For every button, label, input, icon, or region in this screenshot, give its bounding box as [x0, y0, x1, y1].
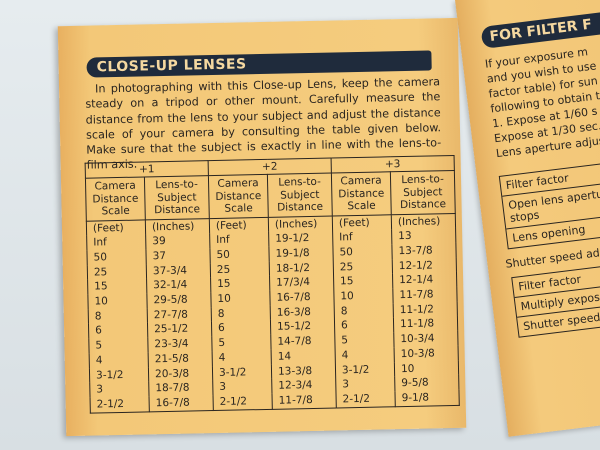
camera-scale-cell: 4 [212, 349, 272, 366]
distance-cell: 17/3/4 [269, 274, 334, 291]
distance-cell: 13-7/8 [391, 242, 457, 259]
lens-to-subject-header: Lens-to-Subject Distance [390, 170, 456, 215]
distance-cell: 18-7/8 [148, 380, 213, 397]
lens-to-subject-header: Lens-to-Subject Distance [267, 173, 333, 217]
lens-to-subject-header: Lens-to-Subject Distance [144, 175, 210, 220]
camera-scale-header: Camera Distance Scale [208, 174, 269, 219]
unit-feet: (Feet) [209, 216, 269, 234]
distance-cell: 27-7/8 [147, 306, 212, 323]
distance-cell: 11-7/8 [392, 286, 458, 303]
camera-scale-cell: 10 [210, 290, 271, 307]
distance-cell: 32-1/4 [146, 277, 211, 294]
camera-scale-cell: 5 [334, 332, 395, 349]
camera-scale-cell: Inf [332, 229, 392, 246]
camera-scale-cell: 4 [335, 347, 395, 364]
camera-scale-cell: 8 [88, 308, 148, 325]
camera-scale-cell: 3-1/2 [335, 361, 395, 378]
camera-scale-cell: 10 [87, 293, 148, 310]
distance-cell: 14 [271, 348, 336, 365]
left-page: CLOSE-UP LENSES In photographing with th… [57, 17, 467, 437]
distance-cell: 13 [391, 228, 456, 245]
unit-inches: (Inches) [145, 218, 210, 235]
distance-cell: 37-3/4 [146, 262, 211, 279]
camera-scale-cell: 25 [87, 264, 147, 280]
unit-feet: (Feet) [332, 214, 392, 231]
unit-inches: (Inches) [268, 215, 333, 233]
distance-cell: 10-3/4 [393, 331, 459, 348]
camera-scale-cell: 25 [210, 261, 270, 278]
camera-scale-cell: 2-1/2 [212, 393, 273, 411]
camera-scale-cell: 15 [333, 273, 393, 290]
camera-scale-cell: 6 [211, 320, 271, 337]
distance-cell: 37 [145, 248, 211, 265]
distance-cell: 18-1/2 [269, 260, 334, 277]
distance-cell: 15-1/2 [270, 318, 335, 335]
distance-cell: 9-5/8 [394, 375, 459, 392]
camera-scale-cell: 50 [209, 246, 270, 263]
camera-scale-cell: 15 [87, 278, 147, 295]
distance-cell: 21-5/8 [148, 350, 213, 367]
camera-scale-cell: Inf [209, 232, 269, 249]
right-page-intro: If your exposure m and you wish to use fac… [484, 43, 600, 161]
camera-scale-cell: 50 [332, 244, 393, 261]
camera-scale-cell: 4 [89, 352, 149, 369]
distance-cell: 9-1/8 [394, 389, 460, 407]
distance-cell: 25-1/2 [147, 321, 212, 338]
camera-scale-cell: 6 [88, 322, 148, 339]
distance-cell: 39 [145, 233, 210, 250]
camera-scale-cell: 2-1/2 [90, 396, 150, 413]
distance-cell: 11-7/8 [272, 392, 337, 409]
distance-cell: 11-1/2 [393, 301, 458, 318]
distance-cell: 13-3/8 [271, 363, 336, 380]
camera-scale-cell: 6 [334, 317, 394, 334]
camera-scale-cell: 15 [210, 276, 270, 293]
camera-scale-cell: 3 [89, 381, 150, 398]
camera-scale-cell: 8 [334, 302, 394, 319]
distance-cell: 14-7/8 [270, 333, 336, 350]
right-page-title: FOR FILTER F [480, 6, 600, 49]
distance-cell: 12-1/4 [392, 272, 457, 289]
distance-cell: 11-1/8 [393, 316, 458, 333]
camera-scale-cell: 3-1/2 [89, 366, 149, 383]
distance-cell: 12-1/2 [392, 257, 457, 274]
camera-scale-cell: 3 [335, 376, 395, 393]
camera-scale-cell: 3 [212, 379, 273, 396]
distance-cell: 29-5/8 [146, 292, 212, 309]
camera-scale-header: Camera Distance Scale [85, 176, 146, 221]
distance-cell: 23-3/4 [147, 336, 213, 353]
camera-scale-cell: Inf [86, 234, 146, 251]
distance-cell: 19-1/2 [268, 230, 333, 247]
page-title: CLOSE-UP LENSES [86, 50, 432, 78]
camera-scale-cell: 5 [88, 337, 149, 354]
camera-scale-cell: 25 [333, 258, 393, 275]
camera-scale-header: Camera Distance Scale [331, 171, 392, 216]
unit-inches: (Inches) [391, 212, 456, 230]
distance-cell: 10 [394, 360, 459, 377]
distance-cell: 16-7/8 [269, 289, 335, 306]
camera-scale-cell: 50 [86, 249, 147, 266]
distance-cell: 16-3/8 [270, 304, 335, 321]
close-up-table: +1 +2 +3 Camera Distance Scale Lens-to-Su… [85, 155, 460, 413]
camera-scale-cell: 8 [211, 305, 271, 322]
camera-scale-cell: 10 [333, 288, 394, 305]
unit-feet: (Feet) [86, 219, 146, 236]
distance-cell: 12-3/4 [271, 377, 336, 394]
camera-scale-cell: 2-1/2 [335, 391, 396, 408]
distance-cell: 19-1/8 [268, 245, 334, 262]
camera-scale-cell: 5 [211, 334, 272, 351]
distance-cell: 16-7/8 [149, 395, 214, 412]
distance-cell: 10-3/8 [394, 345, 459, 362]
camera-scale-cell: 3-1/2 [212, 364, 272, 381]
distance-cell: 20-3/8 [148, 365, 213, 382]
